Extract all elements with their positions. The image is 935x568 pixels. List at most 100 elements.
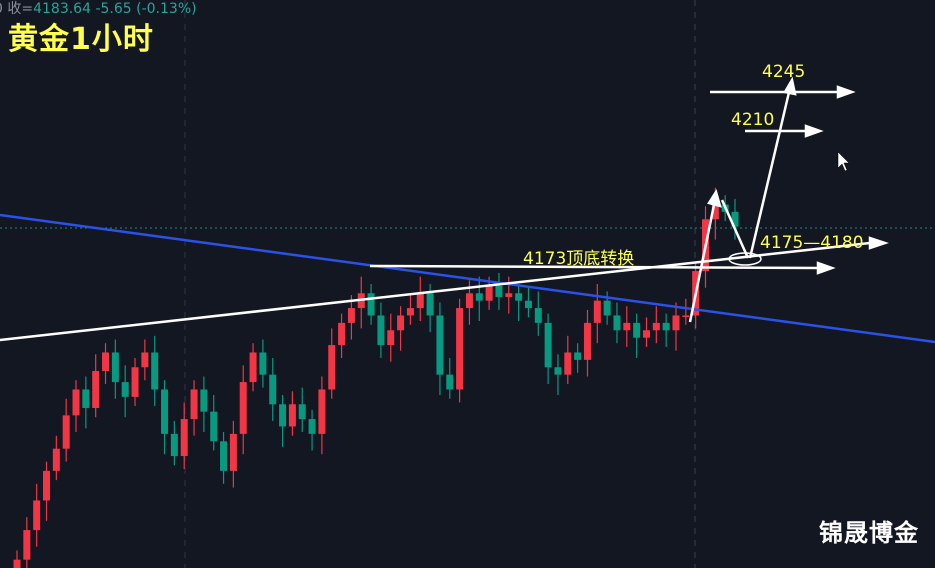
candle-body xyxy=(534,308,542,323)
change-value: -5.65 xyxy=(95,1,132,17)
candle xyxy=(161,380,169,455)
candle-body xyxy=(33,500,41,531)
level-4173-label: 4173顶底转换 xyxy=(523,249,635,269)
candle-body xyxy=(623,322,631,331)
candle xyxy=(436,302,444,396)
annotation-lines xyxy=(0,76,889,342)
candle-body xyxy=(210,411,218,442)
candle-body xyxy=(515,293,523,301)
candle xyxy=(200,376,208,433)
candle-body xyxy=(642,330,650,338)
candle-body xyxy=(190,389,198,420)
candle xyxy=(72,380,80,433)
candle xyxy=(170,420,178,466)
candle xyxy=(731,198,739,240)
candle xyxy=(564,335,572,384)
candle-body xyxy=(495,285,503,297)
candle xyxy=(259,339,267,388)
candle xyxy=(416,276,424,322)
cursor-icon xyxy=(837,151,850,172)
candle-body xyxy=(377,315,385,346)
candle-body xyxy=(465,293,473,309)
candle-body xyxy=(288,404,296,427)
candle-body xyxy=(141,352,149,368)
candle-body xyxy=(731,211,739,227)
candle-body xyxy=(72,389,80,416)
candle-body xyxy=(633,322,641,338)
candle xyxy=(347,295,355,340)
candle-body xyxy=(426,293,434,316)
candle xyxy=(279,395,287,447)
candle-body xyxy=(151,352,159,390)
candle xyxy=(111,339,119,399)
candle-body xyxy=(269,374,277,405)
candle-body xyxy=(102,352,110,371)
candle xyxy=(397,306,405,351)
candle-body xyxy=(436,315,444,375)
candle xyxy=(102,343,110,384)
chart-title: 黄金1小时 xyxy=(8,22,154,57)
candle xyxy=(328,328,336,399)
candle-body xyxy=(456,308,464,390)
target-4245-label: 4245 xyxy=(762,62,806,82)
candle-body xyxy=(662,322,670,331)
candle xyxy=(131,358,139,407)
candle xyxy=(593,284,601,344)
candle xyxy=(180,402,188,470)
candle-body xyxy=(367,293,375,316)
candle xyxy=(229,420,237,488)
candle-body xyxy=(318,389,326,434)
support-zone-ellipse xyxy=(728,252,762,266)
candle-body xyxy=(387,330,395,346)
candle-body xyxy=(347,308,355,323)
close-label: 0 收= xyxy=(0,1,34,17)
candle xyxy=(239,365,247,455)
candle xyxy=(151,335,159,407)
arrowhead-icon xyxy=(836,85,856,99)
candle-body xyxy=(328,345,336,390)
candle-body xyxy=(229,433,237,471)
candle xyxy=(141,339,149,381)
candle-body xyxy=(652,322,660,331)
candle-body xyxy=(682,315,690,317)
descending-trendline xyxy=(0,213,935,344)
candle xyxy=(308,409,316,451)
candle xyxy=(534,291,542,336)
arrowhead-icon xyxy=(804,124,824,138)
candle-body xyxy=(259,352,267,375)
candle xyxy=(357,276,365,329)
arrowhead-icon xyxy=(868,236,889,250)
candle-body xyxy=(180,419,188,457)
change-percent: (-0.13%) xyxy=(136,1,197,17)
candle-body xyxy=(416,293,424,309)
candle-body xyxy=(131,367,139,397)
candle xyxy=(613,302,621,344)
support-zone-label: 4175—4180 xyxy=(760,233,864,253)
candle xyxy=(633,313,641,359)
candle xyxy=(662,313,670,347)
candle xyxy=(210,395,218,451)
pullback-arrow xyxy=(720,199,750,259)
candle-body xyxy=(524,300,532,309)
candle-body xyxy=(82,389,90,408)
candle-body xyxy=(446,374,454,390)
candle xyxy=(338,313,346,359)
candle-body xyxy=(564,352,572,375)
candle-body xyxy=(613,315,621,331)
candle xyxy=(23,517,31,568)
candle-body xyxy=(397,315,405,331)
candle xyxy=(652,306,660,344)
candle-body xyxy=(574,352,582,360)
candle-body xyxy=(249,352,257,383)
candle-body xyxy=(220,441,228,471)
candle xyxy=(456,298,464,403)
candle xyxy=(574,343,582,373)
candle-body xyxy=(52,448,60,471)
candle xyxy=(515,284,523,322)
candle xyxy=(269,358,277,421)
watermark: 锦晟博金 xyxy=(819,519,919,547)
candle-body xyxy=(43,470,51,501)
candle-body xyxy=(711,204,719,220)
